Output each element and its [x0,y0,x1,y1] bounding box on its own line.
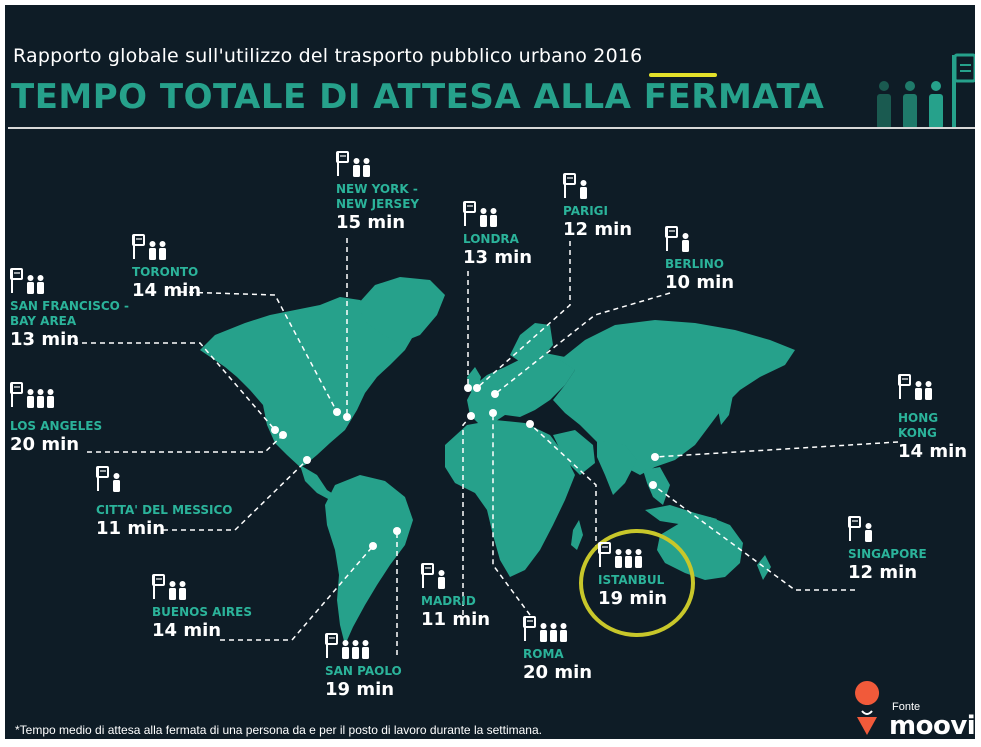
city-san-francisco: SAN FRANCISCO - BAY AREA 13 min [10,267,129,351]
city-name: TORONTO [132,265,199,279]
city-name: LOS ANGELES [10,419,103,433]
city-time: 19 min [598,588,668,609]
footnote: *Tempo medio di attesa alla fermata di u… [15,723,542,737]
city-time: 13 min [463,247,533,268]
city-time: 14 min [132,280,202,301]
city-citta-del-messico: CITTA' DEL MESSICO 11 min [96,465,232,540]
stop-people-icon [421,563,445,589]
city-time: 12 min [563,219,633,240]
city-madrid: MADRID 11 min [421,562,490,631]
city-name: BUENOS AIRES [152,605,252,619]
moovit-pin-icon [855,681,880,735]
city-singapore: SINGAPORE 12 min [848,515,927,584]
city-name: SAN PAOLO [325,664,402,678]
city-time: 12 min [848,562,918,583]
city-time: 11 min [96,518,166,539]
city-time: 19 min [325,679,395,700]
city-roma: ROMA 20 min [523,615,592,684]
city-time: 15 min [336,212,406,233]
city-berlino: BERLINO 10 min [665,225,734,294]
stop-people-icon [336,151,370,177]
city-san-paolo: SAN PAOLO 19 min [325,632,402,701]
page-title: TEMPO TOTALE DI ATTESA ALLA FERMATA [11,77,825,117]
year-underline [649,73,717,77]
city-time: 20 min [10,434,80,455]
city-name: ISTANBUL [598,573,665,587]
source-label: Fonte [892,701,921,713]
city-toronto: TORONTO 14 min [132,233,201,302]
stop-people-icon [463,201,497,227]
city-time: 20 min [523,662,593,683]
world-map [73,53,975,735]
stop-people-icon [523,616,567,642]
istanbul-highlight-circle [579,529,695,637]
city-buenos-aires: BUENOS AIRES 14 min [152,573,252,642]
year: 2016 [593,45,643,67]
infographic: Rapporto globale sull'utilizzo del trasp… [5,5,975,739]
city-time: 13 min [10,329,80,350]
city-time: 10 min [665,272,735,293]
stop-people-icon [598,542,642,568]
stop-people-icon [152,574,186,600]
city-name: BERLINO [665,257,724,271]
stop-people-icon [132,234,166,260]
subtitle: Rapporto globale sull'utilizzo del trasp… [13,45,643,67]
divider [8,127,975,129]
city-name: MADRID [421,594,476,608]
city-name: PARIGI [563,204,608,218]
city-name: HONG KONG [898,411,939,440]
city-name: ROMA [523,647,564,661]
city-istanbul: ISTANBUL 19 min [598,541,667,610]
city-name: SAN FRANCISCO - BAY AREA [10,299,129,328]
city-los-angeles: LOS ANGELES 20 min [10,381,102,456]
stop-people-icon [96,466,120,492]
city-name: CITTA' DEL MESSICO [96,503,233,517]
stop-people-icon [563,173,587,199]
city-time: 11 min [421,609,491,630]
city-londra: LONDRA 13 min [463,200,532,269]
city-parigi: PARIGI 12 min [563,172,632,241]
city-time: 14 min [898,441,968,462]
stop-people-icon [10,268,44,294]
header-people-stop-icon [877,53,975,129]
stop-people-icon [325,633,369,659]
stop-people-icon [848,516,872,542]
stop-people-icon [665,226,689,252]
city-hong-kong: HONG KONG 14 min [898,373,975,463]
city-name: LONDRA [463,232,519,246]
moovit-logo: moovit [889,711,975,739]
city-name: SINGAPORE [848,547,927,561]
stop-people-icon [10,382,54,408]
city-name: NEW YORK - NEW JERSEY [336,182,420,211]
city-new-york: NEW YORK - NEW JERSEY 15 min [336,150,419,234]
city-time: 14 min [152,620,222,641]
stop-people-icon [898,374,932,400]
